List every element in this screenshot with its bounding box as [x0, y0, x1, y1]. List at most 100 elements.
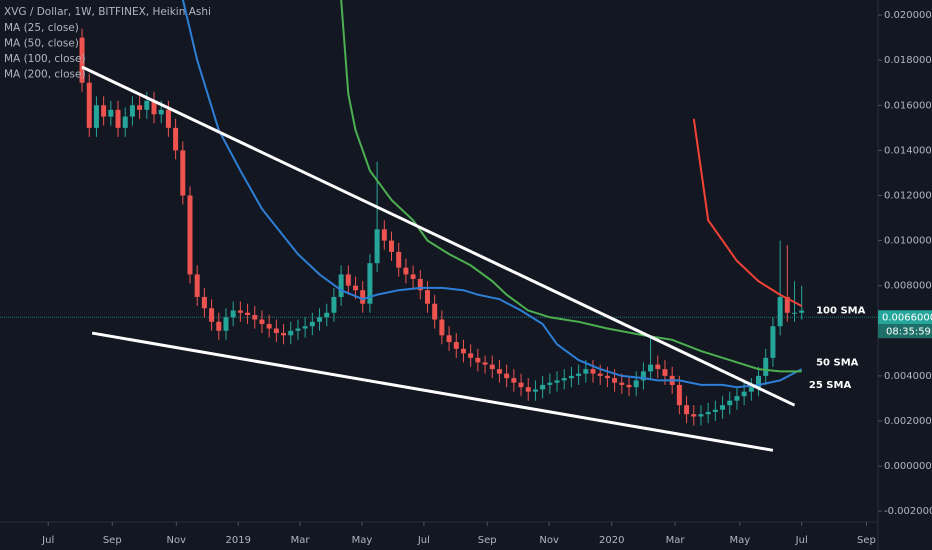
countdown-box [878, 324, 932, 339]
candle-body [122, 116, 128, 128]
candle-body [568, 375, 574, 379]
candle-body [482, 362, 488, 365]
candle-body [655, 364, 661, 370]
x-tick-label: Jul [417, 535, 430, 546]
candle-body [640, 371, 646, 381]
candle-body [187, 195, 193, 275]
candle-body [338, 274, 344, 297]
candle-body [583, 369, 589, 374]
candle-body [86, 82, 92, 128]
x-tick-label: Sep [857, 535, 876, 546]
candle-body [424, 290, 430, 304]
candle-body [741, 391, 747, 397]
candle-body [604, 375, 610, 379]
annotation: 100 SMA [816, 305, 866, 316]
candle-body [684, 405, 690, 415]
candle-body [432, 303, 438, 320]
trend-line [91, 331, 774, 452]
candle-body [792, 312, 798, 314]
candle-body [345, 274, 351, 286]
legend-entry: MA (50, close) [4, 38, 79, 50]
candle-body [576, 373, 582, 376]
candle-body [547, 382, 553, 385]
candle-body [403, 267, 409, 275]
legend-entry: MA (100, close) [4, 53, 86, 65]
x-tick-label: Jul [795, 535, 808, 546]
candle-body [209, 308, 215, 322]
y-tick-label: -0.00200000 [884, 506, 932, 517]
candle-body [540, 384, 546, 390]
candle-body [662, 369, 668, 376]
candle-body [763, 357, 769, 376]
candle-body [496, 369, 502, 374]
candle-body [518, 382, 524, 388]
candle-body [101, 105, 107, 117]
candle-body [353, 285, 359, 291]
candle-body [648, 364, 654, 372]
candle-body [626, 384, 632, 388]
y-tick-label: 0.02000000 [884, 10, 932, 21]
candle-body [453, 342, 459, 349]
candle-body [748, 387, 754, 392]
candle-body [410, 274, 416, 279]
candle-body [691, 414, 697, 417]
candle-body [230, 310, 236, 318]
y-tick-label: 0.01000000 [884, 236, 932, 247]
candle-body [561, 378, 567, 381]
x-tick-label: 2019 [225, 535, 250, 546]
y-tick-label: 0.00200000 [884, 416, 932, 427]
candle-body [151, 100, 157, 115]
x-tick-label: Sep [478, 535, 497, 546]
candle-body [367, 263, 373, 304]
y-tick-label: 0.00000000 [884, 461, 932, 472]
candle-body [165, 109, 171, 128]
candle-body [770, 326, 776, 358]
price-label: 0.00660000 [882, 312, 932, 323]
x-tick-label: 2020 [599, 535, 624, 546]
candle-body [374, 229, 380, 264]
y-tick-label: 0.01600000 [884, 100, 932, 111]
candle-body [79, 37, 85, 83]
legend-entry: MA (200, close) [4, 69, 86, 81]
x-tick-label: Mar [291, 535, 311, 546]
candle-body [590, 369, 596, 374]
candle-body [676, 384, 682, 406]
y-tick-label: 0.00400000 [884, 371, 932, 382]
candle-body [612, 378, 618, 383]
candle-body [158, 109, 164, 115]
candle-body [475, 357, 481, 363]
x-tick-label: May [729, 535, 750, 546]
candle-body [93, 105, 99, 128]
candle-body [129, 105, 135, 117]
candle-body [777, 296, 783, 327]
candle-body [245, 312, 251, 316]
candle-body [554, 380, 560, 383]
candle-body [504, 373, 510, 379]
ma-line [340, 0, 802, 373]
candle-body [468, 353, 474, 358]
candle-body [137, 105, 143, 110]
candle-body [532, 389, 538, 392]
trend-line [81, 65, 796, 407]
candle-body [144, 100, 150, 110]
candle-body [252, 315, 258, 320]
x-tick-label: Sep [103, 535, 122, 546]
x-tick-label: Nov [167, 535, 187, 546]
candle-body [698, 414, 704, 417]
candle-body [288, 330, 294, 336]
candle-body [417, 278, 423, 291]
x-tick-label: Jul [41, 535, 54, 546]
candle-body [173, 127, 179, 151]
candle-body [180, 150, 186, 196]
candle-body [201, 296, 207, 309]
candle-body [281, 333, 287, 336]
candle-body [115, 109, 121, 128]
y-tick-label: 0.01200000 [884, 190, 932, 201]
candle-body [389, 240, 395, 252]
candle-body [489, 364, 495, 370]
candle-body [302, 326, 308, 329]
candle-body [460, 348, 466, 354]
candle-body [525, 387, 531, 392]
y-tick-label: 0.01400000 [884, 145, 932, 156]
candle-body [727, 400, 733, 406]
